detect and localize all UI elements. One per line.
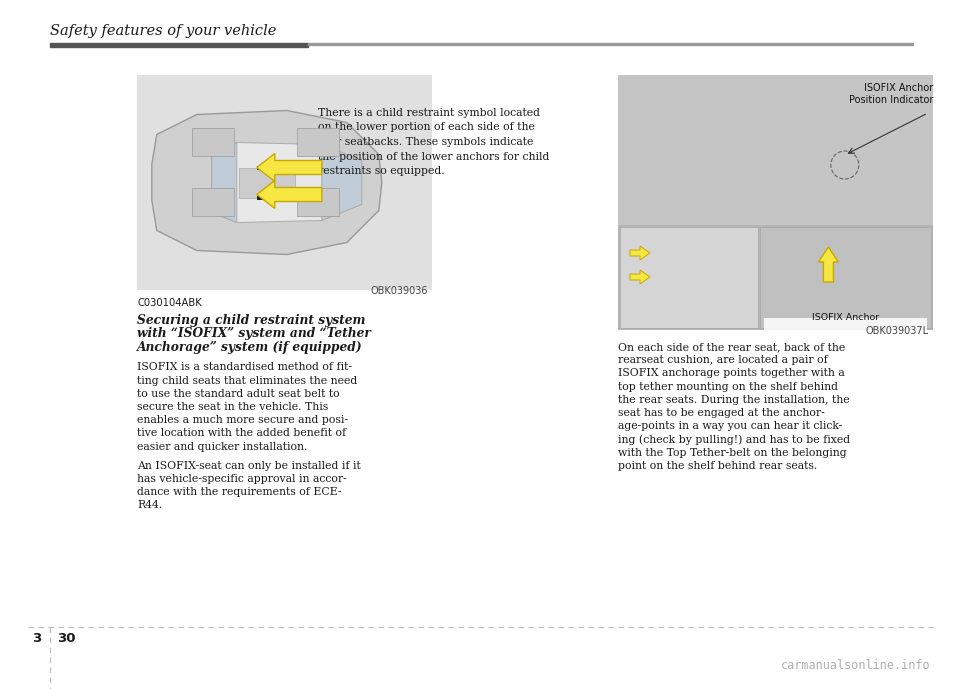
Polygon shape — [818, 247, 838, 282]
Text: tive location with the added benefit of: tive location with the added benefit of — [137, 429, 347, 438]
Text: point on the shelf behind rear seats.: point on the shelf behind rear seats. — [618, 461, 817, 471]
Bar — [192, 127, 234, 156]
Text: carmanualsonline.info: carmanualsonline.info — [780, 659, 930, 672]
Bar — [137, 75, 432, 290]
Text: with the Top Tether-belt on the belonging: with the Top Tether-belt on the belongin… — [618, 448, 847, 457]
Text: C030104ABK: C030104ABK — [137, 298, 202, 308]
Bar — [192, 187, 234, 216]
Bar — [239, 167, 295, 198]
Text: on the lower portion of each side of the: on the lower portion of each side of the — [318, 123, 535, 132]
Polygon shape — [152, 110, 382, 254]
Text: ting child seats that eliminates the need: ting child seats that eliminates the nee… — [137, 376, 357, 386]
Bar — [764, 318, 927, 334]
Bar — [620, 227, 758, 328]
Bar — [297, 187, 339, 216]
Text: An ISOFIX-seat can only be installed if it: An ISOFIX-seat can only be installed if … — [137, 461, 361, 471]
Text: the rear seats. During the installation, the: the rear seats. During the installation,… — [618, 395, 850, 405]
Bar — [618, 75, 933, 225]
Text: has vehicle-specific approval in accor-: has vehicle-specific approval in accor- — [137, 474, 347, 484]
Text: enables a much more secure and posi-: enables a much more secure and posi- — [137, 415, 348, 425]
Polygon shape — [630, 270, 650, 284]
Text: with “ISOFIX” system and “Tether: with “ISOFIX” system and “Tether — [137, 327, 371, 340]
Text: 3: 3 — [32, 632, 41, 645]
Text: Anchorage” system (if equipped): Anchorage” system (if equipped) — [137, 341, 363, 354]
Text: secure the seat in the vehicle. This: secure the seat in the vehicle. This — [137, 402, 328, 412]
Text: On each side of the rear seat, back of the: On each side of the rear seat, back of t… — [618, 342, 845, 352]
Text: OBK039037L: OBK039037L — [866, 326, 929, 336]
Text: easier and quicker installation.: easier and quicker installation. — [137, 442, 307, 452]
Text: to use the standard adult seat belt to: to use the standard adult seat belt to — [137, 389, 340, 399]
Polygon shape — [322, 145, 362, 220]
Text: seat has to be engaged at the anchor-: seat has to be engaged at the anchor- — [618, 408, 825, 418]
Polygon shape — [212, 143, 337, 223]
Text: ISOFIX anchorage points together with a: ISOFIX anchorage points together with a — [618, 369, 845, 378]
Bar — [50, 43, 308, 47]
Text: Safety features of your vehicle: Safety features of your vehicle — [50, 24, 276, 38]
Polygon shape — [630, 246, 650, 260]
Text: rearseat cushion, are located a pair of: rearseat cushion, are located a pair of — [618, 356, 828, 365]
Text: OBK039036: OBK039036 — [371, 286, 428, 296]
Polygon shape — [257, 154, 322, 181]
Polygon shape — [257, 181, 322, 209]
Text: dance with the requirements of ECE-: dance with the requirements of ECE- — [137, 487, 342, 497]
Bar — [760, 227, 931, 328]
Polygon shape — [212, 143, 237, 223]
Text: Securing a child restraint system: Securing a child restraint system — [137, 314, 366, 327]
Bar — [618, 75, 933, 330]
Text: age-points in a way you can hear it click-: age-points in a way you can hear it clic… — [618, 421, 842, 431]
Bar — [297, 127, 339, 156]
Bar — [257, 165, 263, 169]
Text: ing (check by pulling!) and has to be fixed: ing (check by pulling!) and has to be fi… — [618, 434, 851, 445]
Text: 30: 30 — [57, 632, 76, 645]
Bar — [308, 43, 913, 45]
Text: R44.: R44. — [137, 500, 162, 511]
Text: ISOFIX Anchor: ISOFIX Anchor — [864, 83, 933, 93]
Text: top tether mounting on the shelf behind: top tether mounting on the shelf behind — [618, 382, 838, 391]
Text: ISOFIX is a standardised method of fit-: ISOFIX is a standardised method of fit- — [137, 362, 352, 373]
Text: Position Indicator: Position Indicator — [849, 95, 933, 105]
Text: ISOFIX Anchor: ISOFIX Anchor — [812, 313, 879, 322]
Bar — [257, 196, 263, 200]
Text: There is a child restraint symbol located: There is a child restraint symbol locate… — [318, 108, 540, 118]
Text: rear seatbacks. These symbols indicate: rear seatbacks. These symbols indicate — [318, 137, 534, 147]
Text: restraints so equipped.: restraints so equipped. — [318, 166, 444, 176]
Text: the position of the lower anchors for child: the position of the lower anchors for ch… — [318, 152, 549, 161]
